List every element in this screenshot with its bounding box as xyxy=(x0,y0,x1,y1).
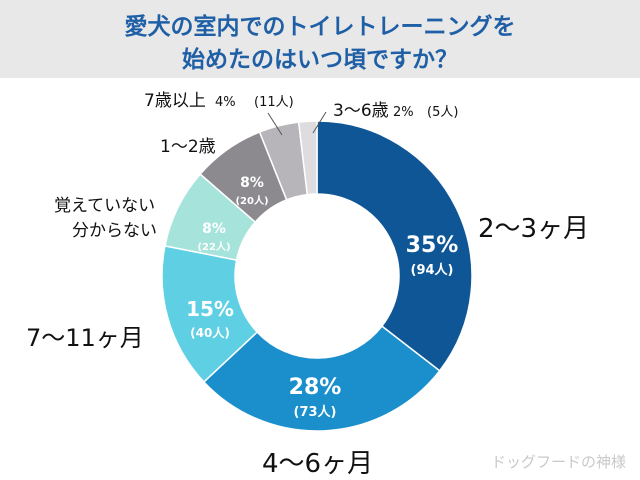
donut-slices xyxy=(161,120,473,432)
label-3-6-years-percent: 2% xyxy=(393,105,414,120)
slice-count-dont-remember: (22人) xyxy=(197,240,230,253)
slice-percent-1-2-years: 8% xyxy=(240,175,264,191)
label-3-6-years: 3〜6歳 xyxy=(333,101,389,121)
label-7-years-plus-count: (11人) xyxy=(254,95,294,110)
label-7-11-months: 7〜11ヶ月 xyxy=(26,324,144,352)
slice-percent-4-6-months: 28% xyxy=(289,375,342,400)
slice-count-2-3-months: (94人) xyxy=(411,262,454,278)
label-1-2-years: 1〜2歳 xyxy=(160,137,216,157)
label-3-6-years-count: (5人) xyxy=(427,105,458,120)
label-dont-remember-line-2: 分からない xyxy=(72,221,157,241)
slice-count-7-11-months: (40人) xyxy=(190,325,230,340)
slice-percent-2-3-months: 35% xyxy=(406,233,459,258)
label-4-6-months: 4〜6ヶ月 xyxy=(262,449,373,479)
slice-2-3-months xyxy=(316,120,473,372)
label-7-years-plus: 7歳以上 xyxy=(144,91,206,111)
label-7-years-plus-percent: 4% xyxy=(215,95,236,110)
slice-3-6-years xyxy=(297,120,318,196)
leader-line-3-6-years xyxy=(312,111,327,134)
chart-title-line-1: 愛犬の室内でのトイレトレーニングを xyxy=(124,14,516,40)
label-dont-remember-line-1: 覚えていない xyxy=(54,196,155,216)
title-bar: 愛犬の室内でのトイレトレーニングを 始めたのはいつ頃ですか？ xyxy=(0,0,640,78)
slice-4-6-months xyxy=(202,325,441,432)
slice-percent-7-11-months: 15% xyxy=(186,297,234,321)
label-2-3-months: 2〜3ヶ月 xyxy=(478,214,589,244)
slice-count-1-2-years: (20人) xyxy=(235,194,268,207)
slice-percent-dont-remember: 8% xyxy=(202,221,226,237)
chart-title-line-2: 始めたのはいつ頃ですか？ xyxy=(182,47,458,73)
leader-line-7-years-plus xyxy=(267,112,283,136)
watermark-logo: ドッグフードの神様 xyxy=(490,453,626,471)
slice-count-4-6-months: (73人) xyxy=(294,404,337,420)
